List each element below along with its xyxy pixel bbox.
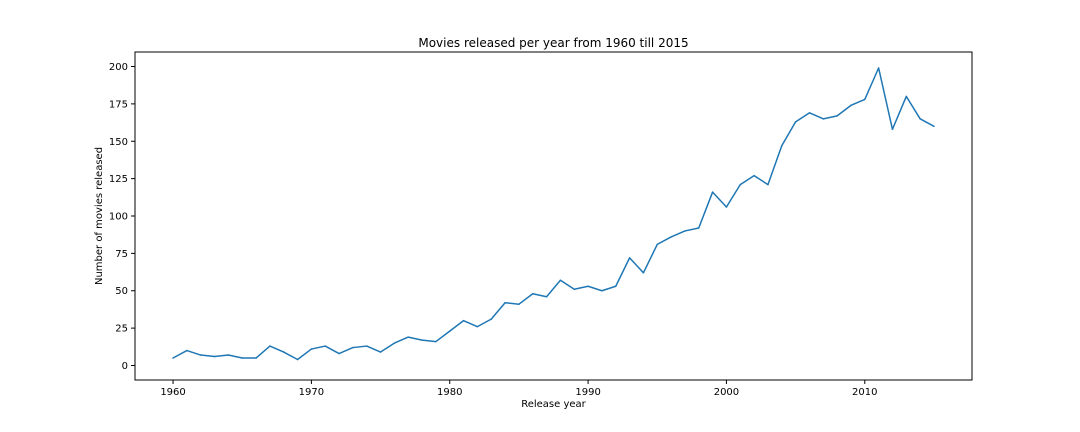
data-point xyxy=(822,118,825,120)
data-point xyxy=(919,118,921,120)
y-tick-label: 100 xyxy=(109,212,128,223)
y-axis-label: Number of movies released xyxy=(94,147,105,285)
series-line xyxy=(172,67,935,361)
data-point xyxy=(269,345,271,347)
data-point xyxy=(172,357,174,359)
data-point xyxy=(421,339,423,341)
data-point xyxy=(615,285,617,288)
data-point xyxy=(559,279,562,282)
data-point xyxy=(877,67,880,69)
data-point xyxy=(324,345,326,347)
data-point xyxy=(698,227,700,229)
y-tick-label: 25 xyxy=(115,324,128,335)
x-tick-label: 2000 xyxy=(714,387,739,398)
data-point xyxy=(794,121,797,123)
series-group xyxy=(172,67,935,361)
data-point xyxy=(213,355,216,358)
chart-title: Movies released per year from 1960 till … xyxy=(418,36,688,50)
data-point xyxy=(407,336,409,338)
data-point xyxy=(656,243,659,246)
data-point xyxy=(435,340,437,343)
plot-area xyxy=(134,51,973,381)
plot-frame xyxy=(134,51,973,381)
x-tick-label: 1970 xyxy=(299,387,324,398)
data-point xyxy=(836,115,838,117)
data-point xyxy=(352,346,354,349)
data-point xyxy=(545,295,548,298)
y-tick-label: 200 xyxy=(109,62,128,73)
y-tick-label: 150 xyxy=(109,137,128,148)
data-point xyxy=(587,285,589,288)
data-point xyxy=(518,303,520,305)
data-point xyxy=(199,354,202,356)
x-axis: 1960 1970 1980 1990 2000 2010 xyxy=(160,380,878,398)
data-point xyxy=(365,345,368,347)
data-point xyxy=(573,288,576,291)
x-axis-label: Release year xyxy=(521,399,586,410)
data-point xyxy=(891,128,894,131)
data-point xyxy=(504,301,506,304)
x-tick-label: 1990 xyxy=(575,387,600,398)
data-point xyxy=(601,289,603,292)
data-point xyxy=(310,348,313,350)
x-tick-label: 2010 xyxy=(852,387,877,398)
y-tick-label: 75 xyxy=(115,249,128,260)
data-point xyxy=(227,354,230,356)
x-tick-label: 1980 xyxy=(437,387,462,398)
data-point xyxy=(767,183,769,186)
data-point xyxy=(628,257,631,259)
data-point xyxy=(186,349,188,352)
data-point xyxy=(808,112,811,114)
data-point xyxy=(241,357,243,359)
data-point xyxy=(531,292,534,295)
data-point xyxy=(850,104,852,107)
y-tick-label: 125 xyxy=(109,174,128,185)
data-point xyxy=(462,319,465,322)
data-point xyxy=(338,352,340,355)
data-point xyxy=(642,272,645,274)
y-tick-label: 175 xyxy=(109,99,128,110)
y-tick-label: 50 xyxy=(115,286,128,297)
y-tick-label: 0 xyxy=(122,361,128,372)
data-point xyxy=(905,95,908,98)
x-tick-label: 1960 xyxy=(160,387,185,398)
data-point xyxy=(725,206,728,208)
data-point xyxy=(490,318,492,320)
data-point xyxy=(448,330,451,332)
data-point xyxy=(711,191,714,193)
y-axis: 0 25 50 75 100 125 150 175 200 xyxy=(109,62,135,372)
data-point xyxy=(255,357,257,359)
data-point xyxy=(296,358,299,361)
data-point xyxy=(379,351,382,353)
data-point xyxy=(670,236,672,238)
data-point xyxy=(933,125,935,128)
data-point xyxy=(393,342,396,344)
data-point xyxy=(781,144,783,147)
data-point xyxy=(753,174,755,177)
data-point xyxy=(864,98,866,101)
data-point xyxy=(476,325,479,328)
data-point xyxy=(739,183,742,186)
data-point xyxy=(684,230,686,232)
data-point xyxy=(282,351,285,353)
